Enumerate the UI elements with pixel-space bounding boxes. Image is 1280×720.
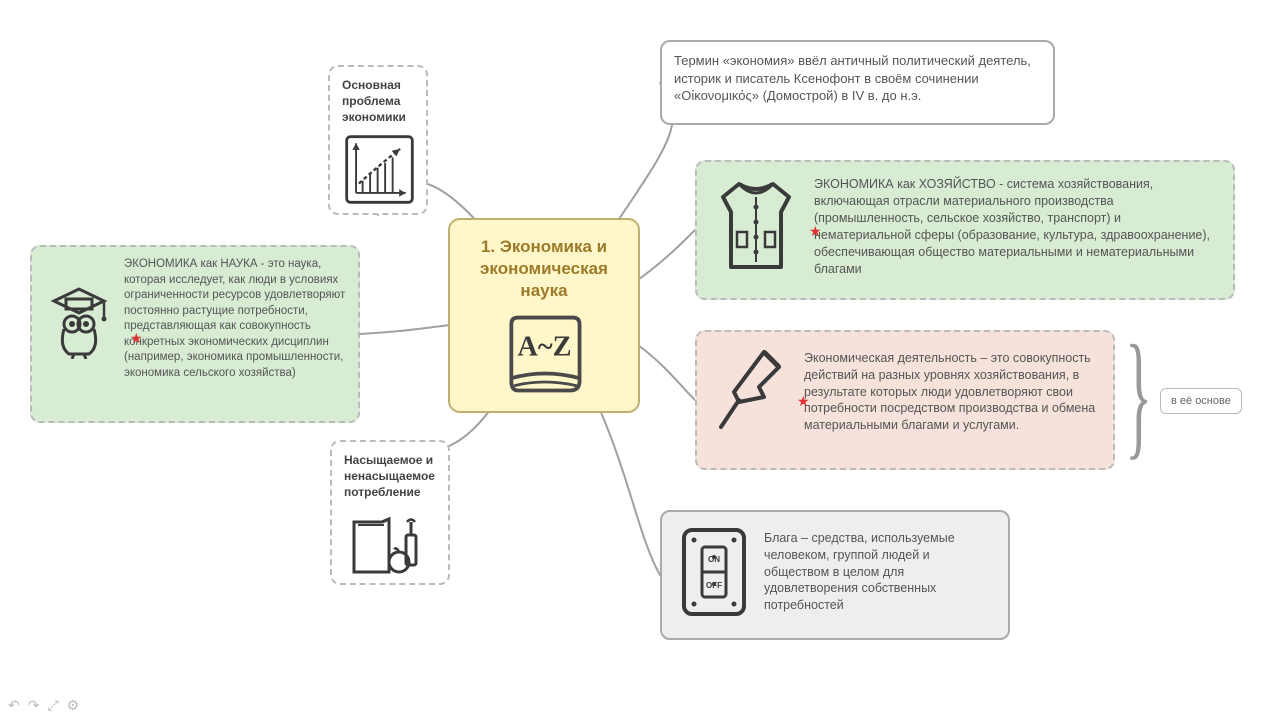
center-node[interactable]: 1. Экономика и экономическая наука A~Z [448,218,640,413]
node-activity[interactable]: ★ Экономическая деятельность – это совок… [695,330,1115,470]
undo-icon[interactable]: ↶ [8,697,20,714]
node-term-text: Термин «экономия» ввёл античный политиче… [674,52,1041,105]
star-icon: ★ [797,394,810,408]
pushpin-icon [709,342,794,442]
dictionary-icon: A~Z [497,310,592,405]
node-term[interactable]: Термин «экономия» ввёл античный политиче… [660,40,1055,125]
growth-chart-icon [342,132,414,211]
settings-icon[interactable]: ⚙ [67,697,80,714]
brace-icon: } [1125,325,1152,465]
center-title: 1. Экономика и экономическая наука [460,236,628,302]
mindmap-canvas: 1. Экономика и экономическая наука A~Z О… [0,0,1280,720]
node-consumption-title: Насыщаемое и ненасыщаемое потребление [344,452,436,501]
star-icon: ★ [130,331,143,345]
bottom-toolbar: ↶ ↷ ⤢ ⚙ [8,697,79,714]
node-activity-text: Экономическая деятельность – это совокуп… [804,350,1101,434]
zoom-icon[interactable]: ⤢ [47,697,58,714]
node-economy-text: ЭКОНОМИКА как ХОЗЯЙСТВО - система хозяйс… [814,176,1221,277]
shirt-icon [709,172,804,282]
node-goods[interactable]: ON OFF Блага – средства, используемые че… [660,510,1010,640]
redo-icon[interactable]: ↷ [28,697,40,714]
scholar-owl-icon [44,279,114,359]
node-goods-text: Блага – средства, используемые человеком… [764,530,996,614]
node-science[interactable]: ★ ЭКОНОМИКА как НАУКА - это наука, котор… [30,245,360,423]
activity-side-label[interactable]: в её основе [1160,388,1242,414]
light-switch-icon: ON OFF [674,522,754,622]
svg-text:A~Z: A~Z [517,332,571,363]
node-economy-as-household[interactable]: ★ ЭКОНОМИКА как ХОЗЯЙСТВО - система хозя… [695,160,1235,300]
node-problem[interactable]: Основная проблема экономики [328,65,428,215]
star-icon: ★ [809,224,822,238]
node-problem-title: Основная проблема экономики [342,77,414,126]
node-science-text: ЭКОНОМИКА как НАУКА - это наука, которая… [124,257,346,381]
grocery-bag-icon [344,507,436,586]
node-consumption[interactable]: Насыщаемое и ненасыщаемое потребление [330,440,450,585]
